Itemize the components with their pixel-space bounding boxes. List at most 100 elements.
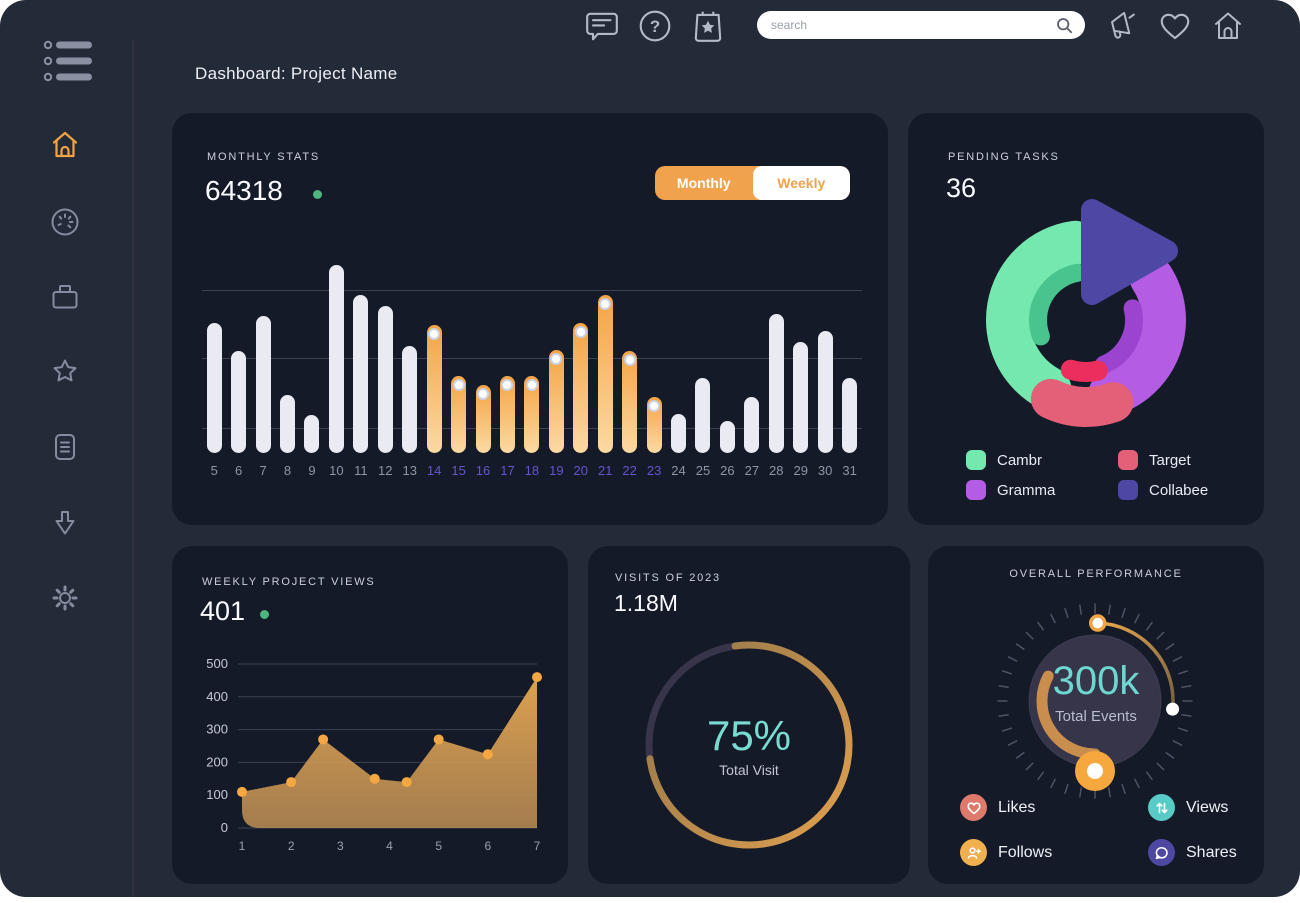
bar-x-label: 14 [426, 463, 442, 478]
bar-column[interactable] [422, 265, 446, 453]
bar-column[interactable] [520, 265, 544, 453]
bar-column[interactable] [324, 265, 348, 453]
legend-item-collabee: Collabee [1118, 480, 1208, 500]
bar-x-label: 31 [842, 463, 857, 478]
svg-text:500: 500 [206, 656, 228, 671]
bar-column[interactable] [251, 265, 275, 453]
sidebar-item-home[interactable] [49, 129, 81, 161]
bar-column[interactable] [715, 265, 739, 453]
bar-x-label: 28 [769, 463, 784, 478]
bar-x-label: 22 [622, 463, 637, 478]
bar-column[interactable] [349, 265, 373, 453]
sidebar-item-notes[interactable] [49, 431, 81, 463]
weekly-views-value: 401 [200, 596, 246, 626]
perf-gauge-svg [997, 603, 1193, 799]
card-visits-2023: VISITS OF 2023 1.18M 75% Total Visit [588, 546, 910, 884]
search-bar[interactable] [757, 11, 1085, 39]
sidebar-item-settings[interactable] [49, 582, 81, 614]
bar-column[interactable] [593, 265, 617, 453]
bar-dot [452, 379, 465, 391]
bar-column[interactable] [789, 265, 813, 453]
bar-x-label: 6 [235, 463, 243, 478]
bar-x-label: 21 [597, 463, 613, 478]
perf-legend-shares: Shares [1148, 839, 1237, 866]
bar-dot [477, 388, 490, 400]
bar-x-label: 12 [378, 463, 393, 478]
bar-column[interactable] [495, 265, 519, 453]
svg-text:6: 6 [484, 839, 491, 853]
legend-label: Target [1149, 451, 1191, 469]
ring-center-text: 75% Total Visit [639, 635, 859, 855]
menu-list-icon[interactable] [43, 38, 99, 84]
sidebar-item-activity[interactable] [49, 206, 81, 238]
page-title: Dashboard: Project Name [195, 64, 398, 83]
bar-x-label: 16 [475, 463, 491, 478]
bar-column[interactable] [569, 265, 593, 453]
home-icon[interactable] [1210, 8, 1246, 44]
pending-tasks-value: 36 [946, 173, 977, 203]
bar-column[interactable] [275, 265, 299, 453]
bar-x-label: 29 [793, 463, 808, 478]
sidebar-item-projects[interactable] [49, 281, 81, 313]
bar-column[interactable] [813, 265, 837, 453]
card-title: PENDING TASKS [948, 151, 1060, 163]
perf-legend-views: Views [1148, 794, 1228, 821]
bar-x-label: 23 [646, 463, 662, 478]
svg-text:300: 300 [206, 722, 228, 737]
legend-item-target: Target [1118, 450, 1191, 470]
card-title: OVERALL PERFORMANCE [1009, 568, 1183, 580]
bar-column[interactable] [373, 265, 397, 453]
bar-column[interactable] [202, 265, 226, 453]
card-title: MONTHLY STATS [207, 151, 321, 163]
legend-label: Shares [1186, 843, 1237, 861]
visits-percent: 75% [706, 712, 792, 759]
sidebar-divider [132, 40, 134, 897]
announcements-icon[interactable] [1104, 8, 1140, 44]
help-icon[interactable]: ? [637, 8, 673, 44]
bar-column[interactable] [446, 265, 470, 453]
bar-column[interactable] [226, 265, 250, 453]
visits-sublabel: Total Visit [719, 762, 779, 778]
legend-label: Gramma [997, 481, 1056, 499]
bar-column[interactable] [642, 265, 666, 453]
search-input[interactable] [771, 18, 1056, 32]
bar-dot [648, 400, 661, 412]
legend-swatch [966, 450, 986, 470]
arrows-up-down-icon [1148, 794, 1175, 821]
bar-dot [574, 326, 587, 338]
bar-column[interactable] [471, 265, 495, 453]
calendar-star-icon[interactable] [690, 8, 726, 44]
search-icon[interactable] [1056, 17, 1073, 34]
bar-column[interactable] [666, 265, 690, 453]
bar-x-label: 24 [671, 463, 686, 478]
bar-column[interactable] [740, 265, 764, 453]
legend-swatch [1118, 480, 1138, 500]
bar-column[interactable] [544, 265, 568, 453]
sidebar-item-favorites[interactable] [49, 356, 81, 388]
heart-icon[interactable] [1157, 10, 1193, 46]
bar-column[interactable] [617, 265, 641, 453]
bar-column[interactable] [691, 265, 715, 453]
bar-x-label: 9 [308, 463, 316, 478]
bar-x-label: 11 [354, 463, 368, 478]
legend-label: Follows [998, 843, 1053, 861]
period-toggle[interactable]: Monthly Weekly [655, 166, 850, 200]
messages-icon[interactable] [584, 8, 620, 44]
toggle-monthly-button[interactable]: Monthly [676, 175, 731, 191]
bar-x-label: 26 [720, 463, 735, 478]
bar-column[interactable] [764, 265, 788, 453]
legend-label: Collabee [1149, 481, 1209, 499]
bar-x-label: 13 [402, 463, 417, 478]
legend-swatch [966, 480, 986, 500]
bar-column[interactable] [837, 265, 861, 453]
svg-text:200: 200 [206, 754, 228, 769]
bar-x-label: 27 [744, 463, 760, 478]
bar-column[interactable] [300, 265, 324, 453]
sidebar-item-downloads[interactable] [49, 507, 81, 539]
bar-column[interactable] [398, 265, 422, 453]
toggle-weekly-button[interactable]: Weekly [752, 166, 850, 200]
bar-x-label: 17 [500, 463, 515, 478]
legend-label: Views [1186, 798, 1229, 816]
svg-text:4: 4 [386, 839, 393, 853]
